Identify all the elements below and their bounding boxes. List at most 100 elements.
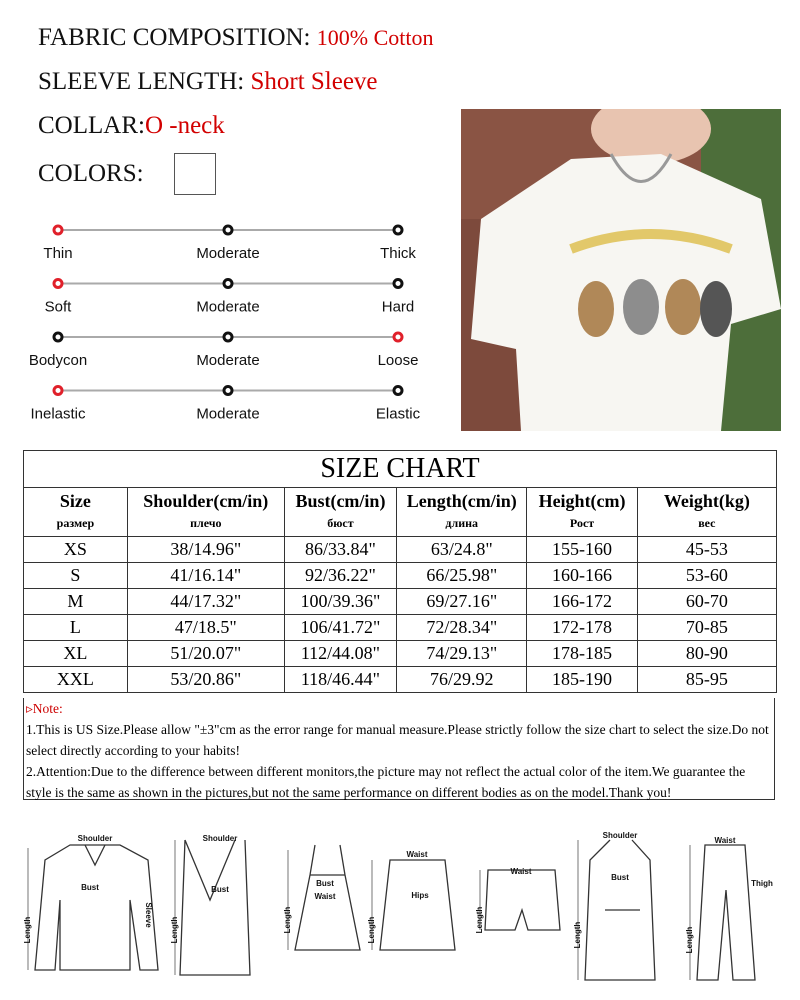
size-cell: 66/25.98" (396, 562, 528, 589)
size-cell: 41/16.14" (126, 562, 285, 589)
scale-dot (392, 278, 404, 289)
size-cell: 44/17.32" (126, 588, 285, 615)
scale-dot (222, 385, 234, 396)
header-cell: Weight(kg) вес (636, 487, 778, 537)
size-cell: 72/28.34" (396, 614, 528, 641)
size-cell: XXL (23, 666, 128, 693)
spec-label: SLEEVE LENGTH: (38, 68, 245, 95)
notes: ▹Note: 1.This is US Size.Please allow "±3… (23, 698, 775, 800)
size-cell: 76/29.92 (396, 666, 528, 693)
measure-label: Bust (211, 885, 229, 894)
size-cell: 74/29.13" (396, 640, 528, 667)
size-cell: 155-160 (526, 536, 638, 563)
scale-label: Inelastic (30, 406, 86, 423)
measure-label: Bust (81, 883, 99, 892)
measure-label: Length (685, 927, 694, 954)
scale-dot (52, 224, 64, 236)
scale-label: Moderate (196, 245, 259, 262)
measure-label: Waist (406, 850, 427, 859)
spec: COLORS: (38, 160, 144, 188)
scales: Thin Moderate Thick Soft Moderate Hard Bodycon… (29, 224, 421, 423)
header-ru: Рост (569, 516, 595, 530)
size-cell: 100/39.36" (283, 588, 398, 615)
spec: SLEEVE LENGTH: Short Sleeve (38, 68, 378, 96)
scale-dot (392, 331, 404, 343)
measure-label: Length (170, 917, 179, 944)
size-row: L 47/18.5" 106/41.72" 72/28.34" 172-178 70-85 (23, 614, 778, 641)
header-cell: Bust(cm/in) бюст (283, 487, 398, 537)
scale-dot (52, 278, 64, 289)
scale-label: Bodycon (29, 352, 87, 369)
size-cell: L (23, 614, 128, 641)
header-ru: плечо (190, 516, 222, 530)
header-row: Size размер Shoulder(cm/in) плечо Bust(cm/in… (23, 487, 778, 537)
note-line: 2.Attention:Due to the difference betwee… (26, 764, 746, 800)
scale-label: Thin (43, 245, 72, 262)
header-cell: Length(cm/in) длина (396, 487, 528, 537)
header-en: Shoulder(cm/in) (143, 491, 269, 511)
scale-label: Thick (380, 245, 416, 262)
header-cell: Height(cm) Рост (526, 487, 638, 537)
size-cell: 53/20.86" (126, 666, 285, 693)
chart-title: SIZE CHART (23, 450, 777, 488)
header-cell: Size размер (23, 487, 128, 537)
scale-label: Moderate (196, 299, 259, 316)
scale-label: Soft (45, 299, 73, 316)
header-en: Length(cm/in) (406, 491, 517, 511)
spec-value: O -neck (144, 112, 225, 139)
measure-label: Thigh (751, 879, 773, 888)
size-cell: 51/20.07" (126, 640, 285, 667)
spec-label: COLLAR: (38, 112, 145, 139)
scale-label: Moderate (196, 352, 259, 369)
size-cell: 69/27.16" (396, 588, 528, 615)
size-cell: 70-85 (636, 614, 778, 641)
size-cell: 60-70 (636, 588, 778, 615)
measure-label: Waist (510, 867, 531, 876)
measure-label: Hips (411, 891, 429, 900)
color-swatch[interactable] (174, 153, 216, 195)
measure-label: Length (367, 917, 376, 944)
size-cell: 45-53 (636, 536, 778, 563)
size-chart: SIZE CHART Size размер Shoulder(cm/in) плечо… (23, 450, 778, 693)
size-cell: 86/33.84" (283, 536, 398, 563)
measure-label: Shoulder (603, 831, 638, 840)
note-line: 1.This is US Size.Please allow "±3"cm as… (26, 722, 769, 758)
size-cell: 85-95 (636, 666, 778, 693)
scale-label: Moderate (196, 406, 259, 423)
scale-dot (222, 224, 234, 236)
measure-label: Waist (714, 836, 735, 845)
size-row: S 41/16.14" 92/36.22" 66/25.98" 160-166 53-60 (23, 562, 778, 589)
colors-label: COLORS: (38, 160, 144, 187)
size-row: XL 51/20.07" 112/44.08" 74/29.13" 178-185 80-… (23, 640, 778, 667)
size-cell: M (23, 588, 128, 615)
header-en: Weight(kg) (663, 491, 750, 511)
scale-dot (52, 331, 64, 343)
spec: COLLAR:O -neck (38, 112, 225, 140)
measure-label: Length (283, 907, 292, 934)
header-en: Bust(cm/in) (295, 491, 386, 511)
size-cell: 185-190 (526, 666, 638, 693)
size-cell: XL (23, 640, 128, 667)
size-cell: 112/44.08" (283, 640, 398, 667)
header-cell: Shoulder(cm/in) плечо (126, 487, 285, 537)
scale-dot (392, 224, 404, 236)
size-cell: 166-172 (526, 588, 638, 615)
scale-label: Hard (382, 299, 415, 316)
title-row: SIZE CHART (23, 450, 777, 488)
spec-value: 100% Cotton (316, 25, 434, 50)
measure-label: Waist (314, 892, 335, 901)
measure-label: Length (573, 922, 582, 949)
size-cell: 92/36.22" (283, 562, 398, 589)
size-cell: 172-178 (526, 614, 638, 641)
header-ru: бюст (327, 516, 354, 530)
size-cell: 80-90 (636, 640, 778, 667)
measure-label: Bust (316, 879, 334, 888)
measure-label: Bust (611, 873, 629, 882)
scale-label: Elastic (376, 406, 421, 423)
spec: FABRIC COMPOSITION: 100% Cotton (38, 24, 433, 52)
measure-label: Shoulder (203, 834, 238, 843)
scale-dot (52, 385, 64, 396)
size-cell: 38/14.96" (126, 536, 285, 563)
header-ru: длина (445, 516, 479, 530)
